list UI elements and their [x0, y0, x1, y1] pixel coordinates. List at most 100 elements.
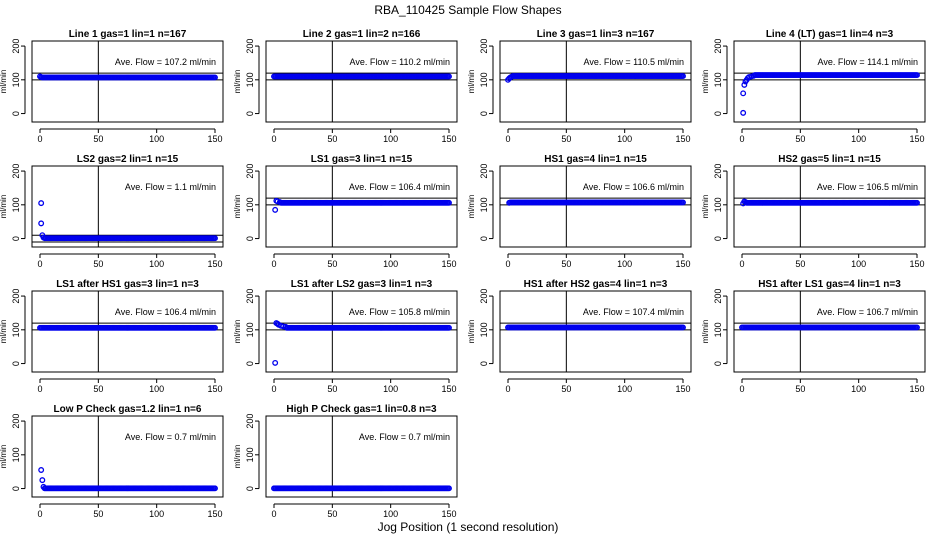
x-tick-label: 50: [327, 134, 337, 144]
x-tick-label: 50: [93, 509, 103, 519]
y-tick-label: 100: [713, 72, 723, 87]
y-tick-label: 0: [713, 111, 723, 116]
x-tick-label: 0: [37, 134, 42, 144]
data-point: [680, 199, 686, 206]
data-point: [914, 72, 920, 79]
x-tick-label: 100: [617, 259, 632, 269]
y-tick-label: 100: [11, 447, 21, 462]
average-flow-annotation: Ave. Flow = 106.5 ml/min: [817, 182, 918, 192]
plot-frame: [733, 290, 926, 373]
y-tick-label: 200: [245, 289, 255, 304]
average-flow-annotation: Ave. Flow = 106.6 ml/min: [583, 182, 684, 192]
x-tick-label: 50: [561, 384, 571, 394]
data-point: [446, 73, 452, 80]
x-tick-label: 100: [383, 259, 398, 269]
panel-9: LS1 after HS1 gas=3 lin=1 n=3 0 50 100 150 0 1…: [0, 279, 224, 394]
plot-frame: [265, 290, 458, 373]
plot-frame: [31, 415, 224, 498]
x-tick-label: 150: [441, 134, 456, 144]
panel-14: High P Check gas=1 lin=0.8 n=3 0 50 100 150 0…: [233, 404, 458, 519]
data-point: [212, 74, 218, 81]
x-tick-label: 0: [505, 384, 510, 394]
data-points: [272, 197, 452, 213]
y-tick-label: 100: [713, 197, 723, 212]
x-tick-label: 50: [93, 384, 103, 394]
panel-5: LS2 gas=2 lin=1 n=15 0 50 100 150 0 100 200 ml/m…: [0, 154, 224, 269]
x-tick-label: 50: [93, 259, 103, 269]
average-flow-annotation: Ave. Flow = 114.1 ml/min: [818, 57, 918, 67]
y-axis-label: ml/min: [467, 320, 476, 344]
y-tick-label: 0: [713, 361, 723, 366]
panel-title: HS1 gas=4 lin=1 n=15: [544, 154, 647, 165]
x-tick-label: 0: [739, 259, 744, 269]
x-tick-label: 100: [617, 134, 632, 144]
data-point: [38, 220, 45, 227]
average-flow-annotation: Ave. Flow = 110.5 ml/min: [584, 57, 684, 67]
data-point: [38, 467, 45, 473]
panel-10: LS1 after LS2 gas=3 lin=1 n=3 0 50 100 150 0 1…: [233, 279, 458, 394]
panel-title: LS1 after LS2 gas=3 lin=1 n=3: [291, 279, 433, 290]
panel-title: Low P Check gas=1.2 lin=1 n=6: [54, 404, 202, 415]
data-point: [212, 324, 218, 331]
x-tick-label: 50: [561, 134, 571, 144]
y-tick-label: 100: [479, 197, 489, 212]
plot-frame: [265, 165, 458, 248]
y-tick-label: 200: [713, 164, 723, 179]
panel-7: HS1 gas=4 lin=1 n=15 0 50 100 150 0 100 200 ml/m…: [467, 154, 692, 269]
y-tick-label: 0: [11, 236, 21, 241]
y-tick-label: 100: [713, 322, 723, 337]
x-tick-label: 50: [795, 384, 805, 394]
data-points: [740, 72, 920, 116]
y-axis-label: ml/min: [233, 445, 242, 469]
panel-3: Line 3 gas=1 lin=3 n=167 0 50 100 150 0 100 200…: [467, 29, 692, 144]
x-tick-label: 100: [851, 384, 866, 394]
x-tick-label: 100: [383, 384, 398, 394]
figure-title: RBA_110425 Sample Flow Shapes: [374, 3, 561, 17]
x-tick-label: 150: [441, 259, 456, 269]
y-axis-label: ml/min: [467, 70, 476, 94]
average-flow-annotation: Ave. Flow = 0.7 ml/min: [125, 432, 216, 442]
y-tick-label: 0: [245, 486, 255, 491]
x-tick-label: 0: [271, 384, 276, 394]
y-axis-label: ml/min: [701, 70, 710, 94]
data-points: [739, 324, 920, 331]
data-point: [914, 324, 920, 331]
y-tick-label: 200: [245, 414, 255, 429]
y-tick-label: 100: [245, 197, 255, 212]
x-tick-label: 50: [327, 384, 337, 394]
y-axis-label: ml/min: [0, 445, 8, 469]
panel-6: LS1 gas=3 lin=1 n=15 0 50 100 150 0 100 200 ml/m…: [233, 154, 458, 269]
y-axis-label: ml/min: [233, 195, 242, 219]
data-points: [505, 324, 686, 331]
data-point: [38, 200, 45, 207]
data-point: [446, 485, 452, 492]
x-tick-label: 0: [271, 134, 276, 144]
x-tick-label: 0: [37, 384, 42, 394]
x-tick-label: 0: [271, 509, 276, 519]
data-points: [505, 73, 686, 83]
y-tick-label: 0: [245, 236, 255, 241]
plot-frame: [31, 165, 224, 248]
plot-frame: [499, 40, 692, 123]
panel-2: Line 2 gas=1 lin=2 n=166 0 50 100 150 0 100 200…: [233, 29, 458, 144]
x-tick-label: 100: [851, 134, 866, 144]
y-tick-label: 200: [11, 39, 21, 54]
y-tick-label: 200: [479, 39, 489, 54]
data-point: [272, 206, 279, 213]
x-tick-label: 100: [149, 134, 164, 144]
data-points: [740, 198, 920, 207]
panel-8: HS2 gas=5 lin=1 n=15 0 50 100 150 0 100 200 ml/m…: [701, 154, 926, 269]
x-tick-label: 100: [383, 134, 398, 144]
data-points: [271, 73, 452, 80]
plot-frame: [31, 290, 224, 373]
y-tick-label: 0: [245, 361, 255, 366]
plot-frame: [499, 290, 692, 373]
y-axis-label: ml/min: [701, 195, 710, 219]
y-tick-label: 200: [713, 39, 723, 54]
x-tick-label: 0: [37, 259, 42, 269]
x-tick-label: 150: [441, 384, 456, 394]
average-flow-annotation: Ave. Flow = 106.4 ml/min: [115, 307, 216, 317]
y-tick-label: 100: [245, 72, 255, 87]
x-tick-label: 150: [675, 259, 690, 269]
plot-frame: [733, 40, 926, 123]
